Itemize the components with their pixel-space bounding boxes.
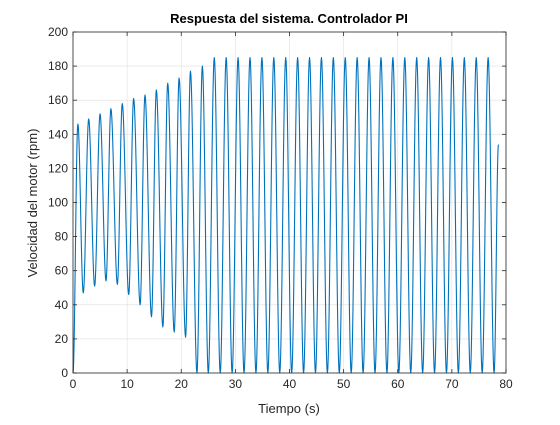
x-tick-label: 10 xyxy=(120,377,134,391)
x-tick-label: 40 xyxy=(283,377,297,391)
y-tick-label: 200 xyxy=(48,25,68,39)
y-tick-label: 160 xyxy=(48,93,68,107)
plot-area xyxy=(72,57,499,374)
x-tick-label: 60 xyxy=(391,377,405,391)
y-tick-label: 20 xyxy=(55,332,69,346)
y-tick-label: 60 xyxy=(55,264,69,278)
x-tick-label: 50 xyxy=(337,377,351,391)
chart-title: Respuesta del sistema. Controlador PI xyxy=(170,11,408,26)
x-tick-label: 30 xyxy=(229,377,243,391)
x-axis-label: Tiempo (s) xyxy=(258,401,320,416)
x-tick-label: 80 xyxy=(499,377,513,391)
y-tick-label: 120 xyxy=(48,161,68,175)
x-tick-label: 70 xyxy=(445,377,459,391)
y-tick-label: 140 xyxy=(48,127,68,141)
x-tick-label: 0 xyxy=(70,377,77,391)
y-tick-label: 40 xyxy=(55,298,69,312)
y-axis-label: Velocidad del motor (rpm) xyxy=(25,129,40,278)
y-tick-label: 100 xyxy=(48,196,68,210)
y-tick-label: 180 xyxy=(48,59,68,73)
x-tick-label: 20 xyxy=(175,377,189,391)
y-tick-label: 0 xyxy=(61,366,68,380)
ticks xyxy=(72,31,507,374)
tick-labels: 0 10 20 30 40 50 60 70 80 0 20 40 60 80 100 120 140 160 18… xyxy=(48,25,513,391)
y-tick-label: 80 xyxy=(55,230,69,244)
series-line xyxy=(72,57,499,374)
